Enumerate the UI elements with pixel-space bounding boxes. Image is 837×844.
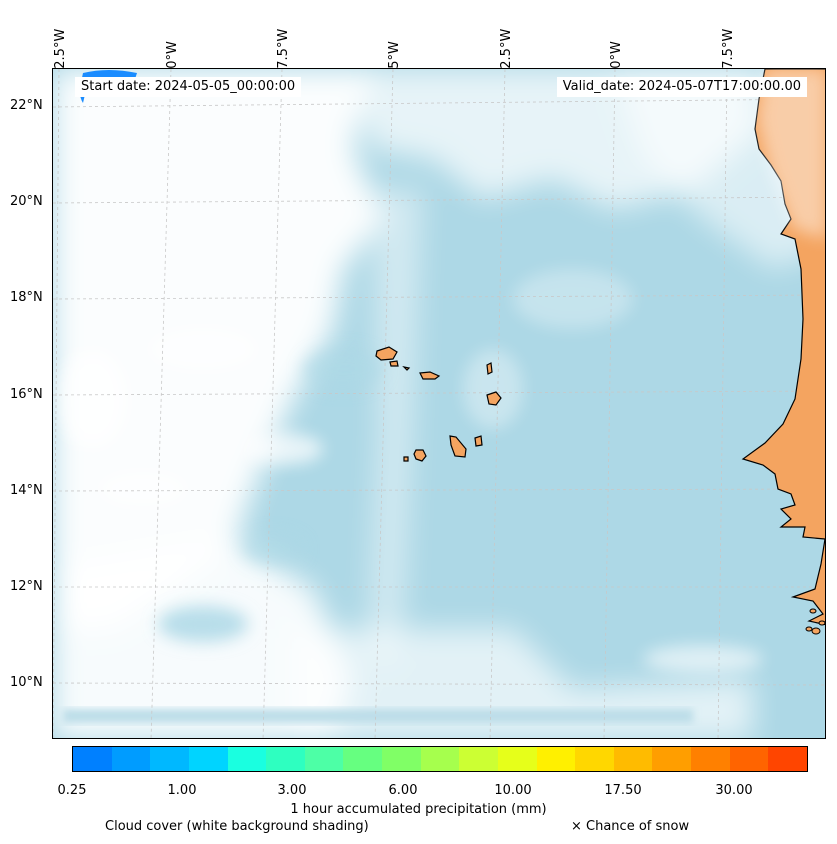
colorbar-segment-9: [420, 747, 460, 771]
lat-label-20n: 20°N: [10, 194, 43, 209]
colorbar-segment-13: [575, 747, 614, 771]
island-santa-luzia: [402, 366, 411, 371]
colorbar-segment-6: [304, 747, 344, 771]
colorbar-tick-4: 10.00: [494, 783, 532, 798]
colorbar-tick-6: 30.00: [715, 783, 753, 798]
africa-land: [741, 69, 825, 626]
lat-label-18n: 18°N: [10, 290, 43, 305]
cape-verde-islands: [375, 346, 502, 462]
map-panel: Start date: 2024-05-05_00:00:00 Valid_da…: [52, 68, 826, 739]
colorbar-tick-3: 6.00: [388, 783, 418, 798]
precipitation-colorbar: [72, 746, 808, 772]
colorbar-tick-2: 3.00: [277, 783, 307, 798]
island-santiago: [449, 435, 467, 458]
island-maio: [474, 435, 483, 447]
colorbar-segment-18: [768, 747, 807, 771]
colorbar-segment-0: [73, 747, 112, 771]
colorbar-segment-8: [382, 747, 421, 771]
colorbar-segment-17: [729, 747, 769, 771]
lat-label-12n: 12°N: [10, 579, 43, 594]
island-brava: [403, 456, 409, 462]
cloud-detail-layer: [58, 269, 763, 673]
colorbar-tick-1: 1.00: [167, 783, 197, 798]
bottom-strip: [63, 709, 693, 723]
island-boa-vista: [486, 391, 502, 406]
colorbar-segment-5: [266, 747, 305, 771]
colorbar-title: 1 hour accumulated precipitation (mm): [290, 802, 547, 817]
colorbar-segment-1: [111, 747, 151, 771]
colorbar-segment-10: [459, 747, 498, 771]
lat-label-22n: 22°N: [10, 98, 43, 113]
cloud-central-streak: [368, 189, 423, 669]
snow-legend: × Chance of snow: [571, 819, 690, 834]
island-fogo: [413, 449, 427, 462]
lat-label-16n: 16°N: [10, 387, 43, 402]
colorbar-tick-5: 17.50: [604, 783, 642, 798]
island-sal: [486, 362, 493, 375]
island-sao-nicolau: [419, 371, 441, 380]
start-date-label: Start date: 2024-05-05_00:00:00: [75, 77, 302, 97]
colorbar-segment-2: [150, 747, 189, 771]
island-sao-vicente: [389, 360, 399, 367]
colorbar-segment-14: [613, 747, 653, 771]
lat-label-10n: 10°N: [10, 675, 43, 690]
colorbar-segment-4: [227, 747, 267, 771]
colorbar-segment-12: [536, 747, 576, 771]
colorbar-segment-15: [652, 747, 691, 771]
cloud-cover-legend: Cloud cover (white background shading): [105, 819, 369, 834]
colorbar-segment-3: [188, 747, 228, 771]
colorbar-segment-11: [497, 747, 537, 771]
colorbar-segment-16: [691, 747, 730, 771]
map-canvas: [53, 69, 825, 738]
colorbar-segment-7: [343, 747, 382, 771]
cloud-blue-patches: [158, 349, 383, 642]
lat-label-14n: 14°N: [10, 483, 43, 498]
bissagos-islands: [805, 608, 825, 635]
graticule: [53, 69, 825, 738]
africa-coast-haze: [757, 69, 825, 239]
colorbar-tick-0: 0.25: [57, 783, 87, 798]
valid-date-label: Valid_date: 2024-05-07T17:00:00.00: [556, 77, 807, 97]
island-santo-antao: [375, 346, 398, 361]
